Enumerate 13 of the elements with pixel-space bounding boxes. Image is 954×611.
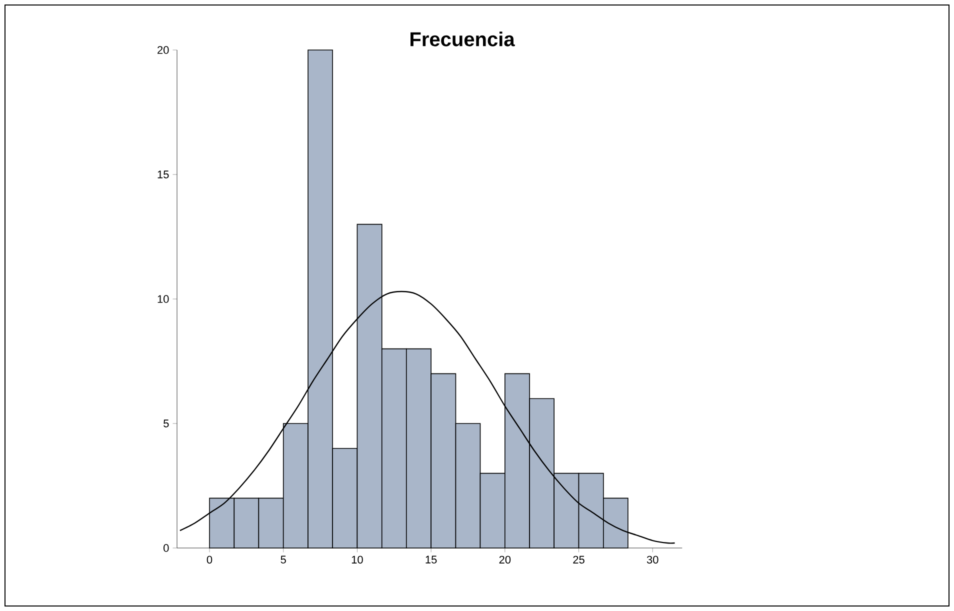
x-tick-label: 25 [573, 556, 584, 564]
chart-title: Frecuencia [410, 32, 515, 46]
x-tick-label: 15 [426, 556, 437, 564]
x-tick-label: 5 [280, 556, 286, 564]
y-tick-label: 0 [164, 544, 169, 552]
x-tick-label: 0 [206, 556, 212, 564]
x-tick-label: 30 [646, 556, 658, 564]
x-tick-label: 10 [352, 556, 363, 564]
y-tick-label: 20 [158, 46, 169, 54]
y-tick-label: 15 [158, 170, 169, 178]
y-tick-label: 5 [164, 420, 169, 428]
y-tick-label: 10 [158, 295, 169, 303]
x-tick-label: 20 [499, 556, 511, 564]
